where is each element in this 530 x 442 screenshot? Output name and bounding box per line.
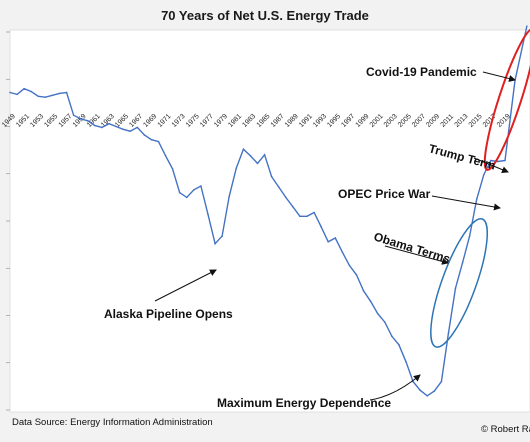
data-point-1991 — [306, 215, 308, 218]
data-point-2014 — [468, 235, 471, 237]
data-point-1986 — [270, 175, 273, 178]
data-point-1953 — [37, 95, 40, 98]
arrow-trump-term — [473, 157, 509, 173]
annotation-alaska-pipeline: Alaska Pipeline Opens — [104, 307, 233, 321]
arrow-covid-pandemic — [482, 71, 516, 82]
data-point-1976 — [200, 185, 202, 187]
chart-title: 70 Years of Net U.S. Energy Trade — [161, 8, 369, 23]
annotation-opec-price-war: OPEC Price War — [338, 187, 431, 201]
author-credit: © Robert Ra — [481, 424, 530, 435]
data-point-2013 — [461, 261, 464, 264]
data-point-2000 — [369, 300, 372, 303]
data-point-1994 — [327, 240, 330, 243]
data-point-1999 — [362, 290, 365, 292]
data-point-1992 — [313, 211, 315, 214]
data-point-2002 — [383, 321, 386, 323]
data-point-1961 — [94, 124, 96, 127]
data-point-1958 — [72, 114, 75, 116]
data-point-1981 — [235, 167, 238, 169]
data-point-1995 — [334, 237, 337, 239]
data-point-1972 — [171, 168, 174, 170]
data-point-2001 — [376, 312, 379, 315]
data-point-1964 — [115, 125, 117, 128]
data-point-2003 — [391, 335, 393, 338]
data-point-1957 — [65, 91, 68, 94]
data-point-1960 — [86, 120, 89, 122]
data-point-1950 — [16, 93, 18, 96]
data-point-1983 — [249, 154, 252, 157]
data-point-1951 — [23, 87, 25, 90]
data-point-2016 — [482, 173, 485, 176]
data-point-2009 — [433, 390, 436, 392]
data-point-2012 — [454, 287, 457, 289]
data-point-2008 — [426, 395, 429, 397]
data-point-1952 — [30, 90, 33, 93]
data-point-1973 — [178, 191, 181, 194]
annotation-covid-pandemic: Covid-19 Pandemic — [366, 65, 477, 79]
data-point-1990 — [299, 215, 301, 218]
data-point-1965 — [122, 128, 124, 131]
data-point-1966 — [129, 130, 132, 133]
data-point-1969 — [150, 138, 153, 141]
data-point-1970 — [157, 140, 160, 143]
data-point-1963 — [108, 122, 110, 125]
data-point-2010 — [440, 380, 443, 383]
plot-area — [9, 29, 530, 413]
data-source-note: Data Source: Energy Information Administ… — [12, 417, 213, 428]
data-point-1993 — [320, 225, 322, 228]
data-point-2004 — [398, 343, 400, 346]
data-point-1949 — [9, 91, 11, 94]
data-point-1962 — [101, 126, 103, 129]
data-point-1997 — [348, 264, 351, 267]
obama-terms-ellipse — [430, 217, 489, 348]
data-point-1982 — [242, 148, 245, 150]
data-point-1975 — [193, 189, 195, 191]
data-point-1967 — [136, 126, 139, 129]
data-point-1996 — [341, 251, 344, 253]
data-point-1984 — [256, 162, 259, 165]
annotation-max-dependence: Maximum Energy Dependence — [217, 396, 391, 410]
data-point-1988 — [284, 196, 287, 199]
data-point-1954 — [44, 96, 47, 99]
data-point-1974 — [185, 196, 188, 199]
arrow-max-dependence — [369, 374, 421, 401]
trump-term-ellipse — [483, 28, 530, 171]
arrow-alaska-pipeline — [154, 269, 217, 302]
data-point-1979 — [221, 235, 223, 237]
data-point-2007 — [419, 389, 421, 391]
data-point-2005 — [405, 361, 407, 363]
data-point-1987 — [277, 186, 280, 188]
data-point-2017 — [490, 159, 492, 162]
data-point-1998 — [355, 274, 358, 276]
data-point-2015 — [475, 198, 478, 201]
data-point-1985 — [263, 154, 266, 156]
y-axis — [6, 31, 10, 411]
data-point-2019 — [504, 159, 506, 162]
arrow-opec-price-war — [431, 195, 501, 211]
data-point-1968 — [143, 134, 146, 136]
data-point-1989 — [292, 206, 294, 208]
data-point-1978 — [214, 242, 216, 245]
data-point-1977 — [207, 213, 209, 216]
data-point-2018 — [497, 160, 499, 163]
data-points — [9, 87, 506, 397]
data-point-1956 — [58, 92, 61, 95]
data-point-1980 — [228, 195, 231, 198]
data-point-2011 — [447, 332, 450, 335]
data-point-1955 — [51, 94, 54, 97]
arrow-obama-terms — [384, 245, 449, 265]
data-point-1959 — [79, 118, 82, 120]
data-point-1971 — [164, 154, 167, 157]
